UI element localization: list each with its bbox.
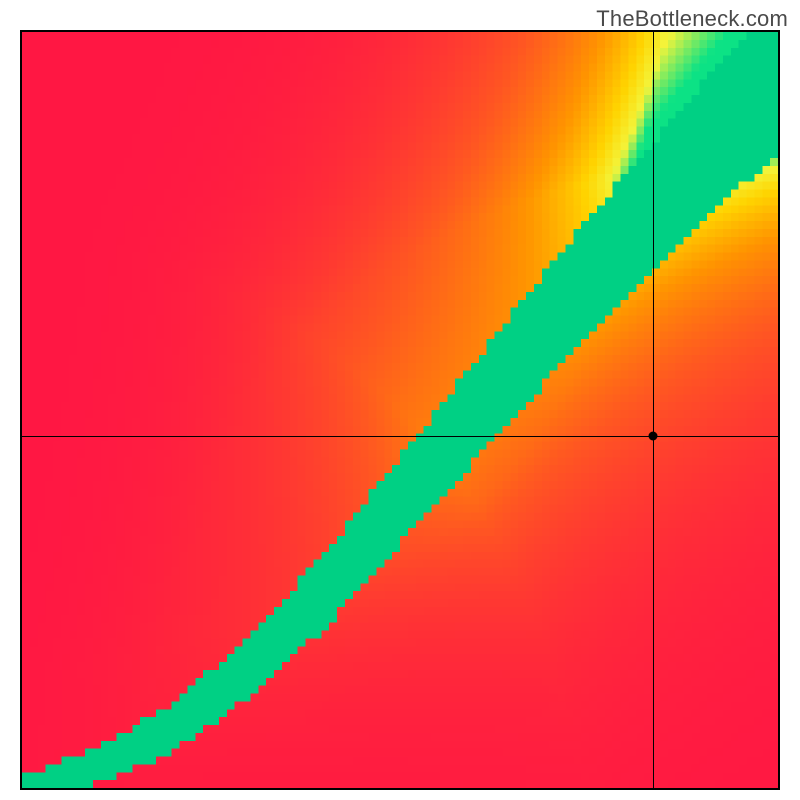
figure-container: TheBottleneck.com xyxy=(0,0,800,800)
heatmap-canvas xyxy=(22,32,778,788)
heatmap-plot xyxy=(20,30,780,790)
watermark-text: TheBottleneck.com xyxy=(596,6,788,32)
crosshair-vertical xyxy=(653,32,654,788)
crosshair-marker-dot xyxy=(649,432,658,441)
crosshair-horizontal xyxy=(22,436,778,437)
